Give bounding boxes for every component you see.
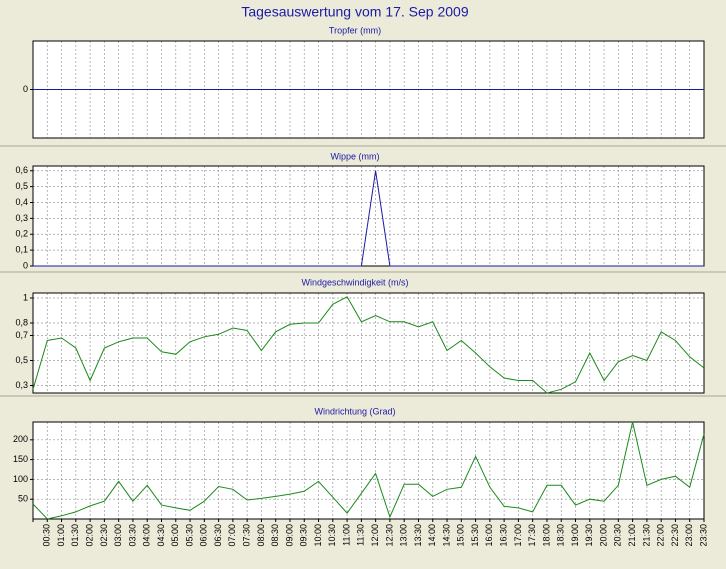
x-tick-label: 20:30 — [613, 524, 623, 547]
x-tick-label: 04:00 — [142, 524, 152, 547]
x-tick-label: 22:00 — [656, 524, 666, 547]
plot-area-windrichtung — [33, 422, 704, 519]
x-tick-label: 13:00 — [399, 524, 409, 547]
x-tick-label: 17:00 — [513, 524, 523, 547]
y-tick-label: 0,1 — [15, 245, 28, 255]
x-tick-label: 02:00 — [84, 524, 94, 547]
x-tick-label: 21:00 — [627, 524, 637, 547]
x-tick-label: 14:30 — [441, 524, 451, 547]
y-tick-label: 0 — [23, 84, 28, 94]
x-tick-label: 16:30 — [499, 524, 509, 547]
panel-title-tropfer: Tropfer (mm) — [329, 25, 381, 35]
x-tick-label: 11:30 — [356, 524, 366, 546]
x-tick-label: 01:30 — [70, 524, 80, 547]
y-tick-label: 0,5 — [15, 181, 28, 191]
x-tick-label: 08:00 — [256, 524, 266, 547]
x-tick-label: 03:00 — [113, 524, 123, 547]
series-line-wippe — [33, 170, 704, 267]
x-tick-label: 00:30 — [42, 524, 52, 547]
x-tick-label: 12:30 — [384, 524, 394, 547]
y-tick-label: 100 — [13, 474, 28, 484]
x-tick-label: 07:30 — [242, 524, 252, 547]
panel-windrichtung: Windrichtung (Grad) 50 100 150 200 00:30 01:00… — [13, 406, 708, 546]
x-tick-label: 10:00 — [313, 524, 323, 547]
x-tick-label: 01:00 — [56, 524, 66, 547]
x-tick-label: 09:00 — [284, 524, 294, 547]
x-tick-label: 10:30 — [327, 524, 337, 547]
y-tick-label: 0,3 — [15, 380, 28, 390]
plot-frame-windrichtung — [32, 421, 705, 520]
x-tick-label: 05:30 — [184, 524, 194, 547]
y-tick-label: 0,5 — [15, 355, 28, 365]
page-title: Tagesauswertung vom 17. Sep 2009 — [241, 4, 468, 20]
x-tick-label: 12:00 — [370, 524, 380, 547]
y-tick-label: 0 — [23, 260, 28, 270]
x-tick-label: 06:00 — [199, 524, 209, 547]
panel-windgeschwindigkeit: Windgeschwindigkeit (m/s) 0,3 0,5 0,7 0,8 1 — [0, 277, 726, 397]
y-tick-label: 0,8 — [15, 317, 28, 327]
x-tick-label: 05:00 — [170, 524, 180, 547]
x-tick-label: 21:30 — [641, 524, 651, 547]
x-tick-label: 09:30 — [299, 524, 309, 547]
panel-wippe: Wippe (mm) 0 0,1 0,2 0,3 0,4 0,5 0,6 — [0, 151, 726, 273]
series-line-windgeschwindigkeit — [32, 296, 705, 394]
y-tick-label: 150 — [13, 454, 28, 464]
x-tick-label: 18:30 — [556, 524, 566, 547]
x-tick-label: 18:00 — [541, 524, 551, 547]
y-tick-label: 200 — [13, 434, 28, 444]
y-tick-label: 50 — [18, 494, 28, 504]
panel-title-wippe: Wippe (mm) — [331, 151, 380, 161]
x-tick-label: 22:30 — [670, 524, 680, 547]
y-tick-label: 0,6 — [15, 165, 28, 175]
x-tick-label: 19:00 — [570, 524, 580, 547]
x-tick-label: 11:00 — [341, 524, 351, 546]
panel-tropfer: Tropfer (mm) 0 — [0, 25, 726, 147]
x-tick-label: 07:00 — [227, 524, 237, 547]
x-tick-label: 03:30 — [127, 524, 137, 547]
x-tick-label: 06:30 — [213, 524, 223, 547]
y-tick-label: 0,7 — [15, 330, 28, 340]
y-tick-label: 1 — [23, 292, 28, 302]
x-tick-label: 15:00 — [456, 524, 466, 547]
y-tick-label: 0,3 — [15, 213, 28, 223]
x-tick-label: 08:30 — [270, 524, 280, 547]
plot-frame-wippe — [32, 165, 705, 267]
y-tick-label: 0,4 — [15, 197, 28, 207]
panel-title-windrichtung: Windrichtung (Grad) — [314, 406, 395, 416]
x-tick-label: 23:00 — [684, 524, 694, 547]
x-tick-label: 04:30 — [156, 524, 166, 547]
x-tick-label: 20:00 — [598, 524, 608, 547]
x-tick-label: 15:30 — [470, 524, 480, 547]
y-tick-label: 0,2 — [15, 229, 28, 239]
plot-area-windgeschwindigkeit — [33, 293, 704, 393]
x-tick-label: 19:30 — [584, 524, 594, 547]
x-tick-label: 23:30 — [698, 524, 708, 547]
x-tick-label: 16:00 — [484, 524, 494, 547]
series-line-windrichtung — [32, 421, 705, 520]
plot-frame-windgeschwindigkeit — [32, 292, 705, 394]
x-tick-label: 17:30 — [527, 524, 537, 547]
x-tick-label: 13:30 — [413, 524, 423, 547]
x-tick-label: 14:00 — [427, 524, 437, 547]
panel-title-windgeschwindigkeit: Windgeschwindigkeit (m/s) — [301, 277, 408, 287]
x-tick-label: 02:30 — [99, 524, 109, 547]
